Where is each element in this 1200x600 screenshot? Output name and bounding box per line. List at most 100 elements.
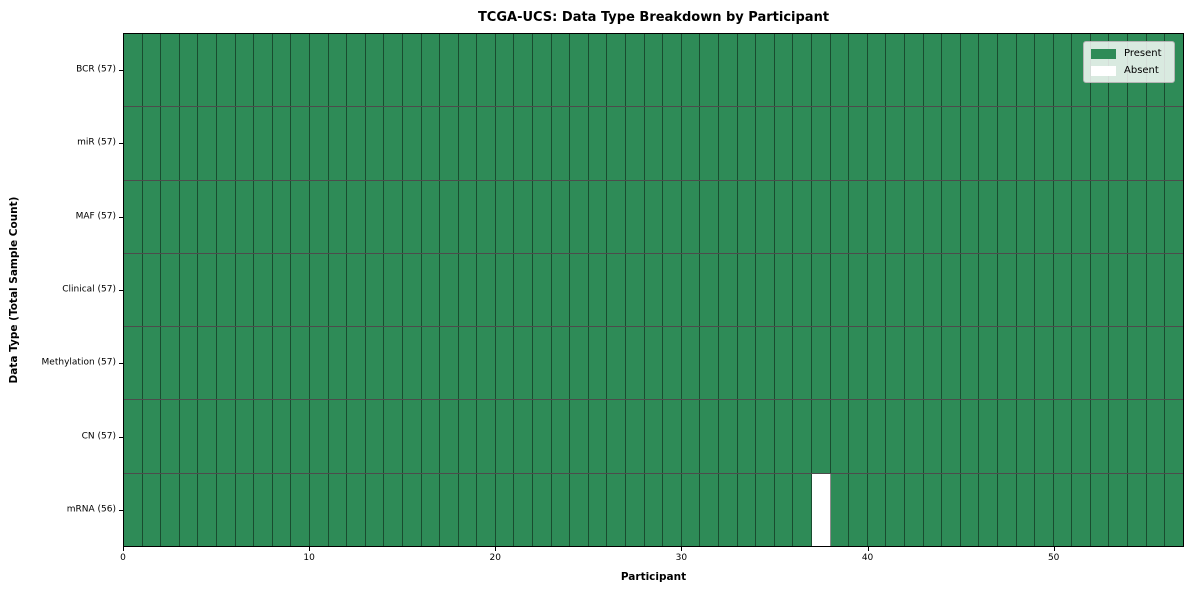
- cell-present: [347, 327, 366, 400]
- cell-present: [216, 180, 236, 253]
- cell-present: [1053, 180, 1073, 253]
- cell-present: [309, 107, 329, 180]
- cell-present: [1016, 473, 1036, 546]
- cell-present: [440, 473, 459, 546]
- cell-present: [607, 253, 627, 327]
- cell-present: [1053, 400, 1073, 473]
- cell-present: [626, 400, 645, 473]
- cell-present: [607, 180, 627, 253]
- cell-present: [756, 107, 775, 180]
- cell-present: [997, 253, 1017, 327]
- cell-present: [495, 107, 515, 180]
- cell-present: [756, 253, 775, 327]
- cell-present: [886, 473, 905, 546]
- cell-present: [198, 107, 217, 180]
- cell-present: [979, 327, 998, 400]
- legend-entry-present: Present: [1091, 48, 1167, 59]
- cell-present: [254, 400, 273, 473]
- y-tick-label-BCR: BCR (57): [76, 64, 116, 75]
- cell-present: [793, 473, 812, 546]
- cell-present: [626, 473, 645, 546]
- cell-present: [1016, 107, 1036, 180]
- cell-present: [719, 34, 738, 107]
- cell-present: [774, 253, 794, 327]
- cell-present: [719, 253, 738, 327]
- cell-present: [1016, 400, 1036, 473]
- cell-present: [1146, 253, 1166, 327]
- cell-present: [681, 180, 701, 253]
- cell-present: [235, 34, 255, 107]
- cell-present: [1109, 327, 1129, 400]
- cell-present: [997, 473, 1017, 546]
- cell-present: [588, 400, 608, 473]
- cell-present: [514, 34, 534, 107]
- y-tick-label-Clinical: Clinical (57): [62, 284, 116, 295]
- cell-present: [477, 34, 496, 107]
- cell-present: [588, 327, 608, 400]
- cell-present: [774, 327, 794, 400]
- cell-present: [1165, 107, 1183, 180]
- cell-present: [1128, 180, 1147, 253]
- cell-present: [291, 473, 310, 546]
- cell-present: [979, 400, 998, 473]
- cell-present: [179, 400, 199, 473]
- cell-present: [291, 180, 310, 253]
- cell-present: [960, 400, 980, 473]
- cell-present: [923, 400, 943, 473]
- cell-present: [533, 107, 552, 180]
- cell-present: [365, 107, 385, 180]
- x-tick-label: 30: [675, 553, 688, 563]
- cell-present: [570, 473, 589, 546]
- cell-present: [254, 473, 273, 546]
- cell-present: [719, 327, 738, 400]
- cell-present: [198, 400, 217, 473]
- cell-present: [681, 400, 701, 473]
- cell-present: [124, 473, 143, 546]
- cell-present: [681, 107, 701, 180]
- x-tick-label: 0: [120, 553, 126, 563]
- cell-present: [1090, 327, 1110, 400]
- cell-present: [161, 473, 180, 546]
- cell-present: [161, 327, 180, 400]
- cell-present: [644, 473, 664, 546]
- cell-present: [830, 180, 850, 253]
- cell-present: [402, 400, 422, 473]
- cell-present: [1090, 180, 1110, 253]
- cell-present: [179, 327, 199, 400]
- x-axis-label: Participant: [620, 571, 687, 583]
- cell-present: [272, 107, 292, 180]
- cell-present: [830, 327, 850, 400]
- cell-present: [328, 327, 348, 400]
- heatmap-row-CN: [124, 400, 1183, 474]
- cell-present: [830, 253, 850, 327]
- cell-present: [179, 34, 199, 107]
- cell-present: [979, 34, 998, 107]
- cell-present: [570, 253, 589, 327]
- cell-present: [198, 473, 217, 546]
- cell-present: [179, 180, 199, 253]
- cell-present: [1165, 327, 1183, 400]
- cell-present: [570, 327, 589, 400]
- cell-present: [458, 107, 478, 180]
- cell-present: [904, 180, 924, 253]
- cell-present: [440, 34, 459, 107]
- cell-present: [700, 400, 719, 473]
- cell-present: [440, 253, 459, 327]
- cell-present: [384, 107, 403, 180]
- cell-present: [198, 253, 217, 327]
- cell-present: [477, 107, 496, 180]
- cell-present: [477, 327, 496, 400]
- cell-present: [1128, 107, 1147, 180]
- cell-present: [477, 473, 496, 546]
- cell-present: [904, 34, 924, 107]
- cell-present: [793, 253, 812, 327]
- cell-present: [904, 253, 924, 327]
- cell-present: [1016, 327, 1036, 400]
- cell-present: [607, 400, 627, 473]
- cell-present: [124, 107, 143, 180]
- cell-present: [1016, 253, 1036, 327]
- cell-present: [198, 327, 217, 400]
- cell-present: [384, 253, 403, 327]
- cell-present: [737, 107, 757, 180]
- cell-present: [849, 107, 868, 180]
